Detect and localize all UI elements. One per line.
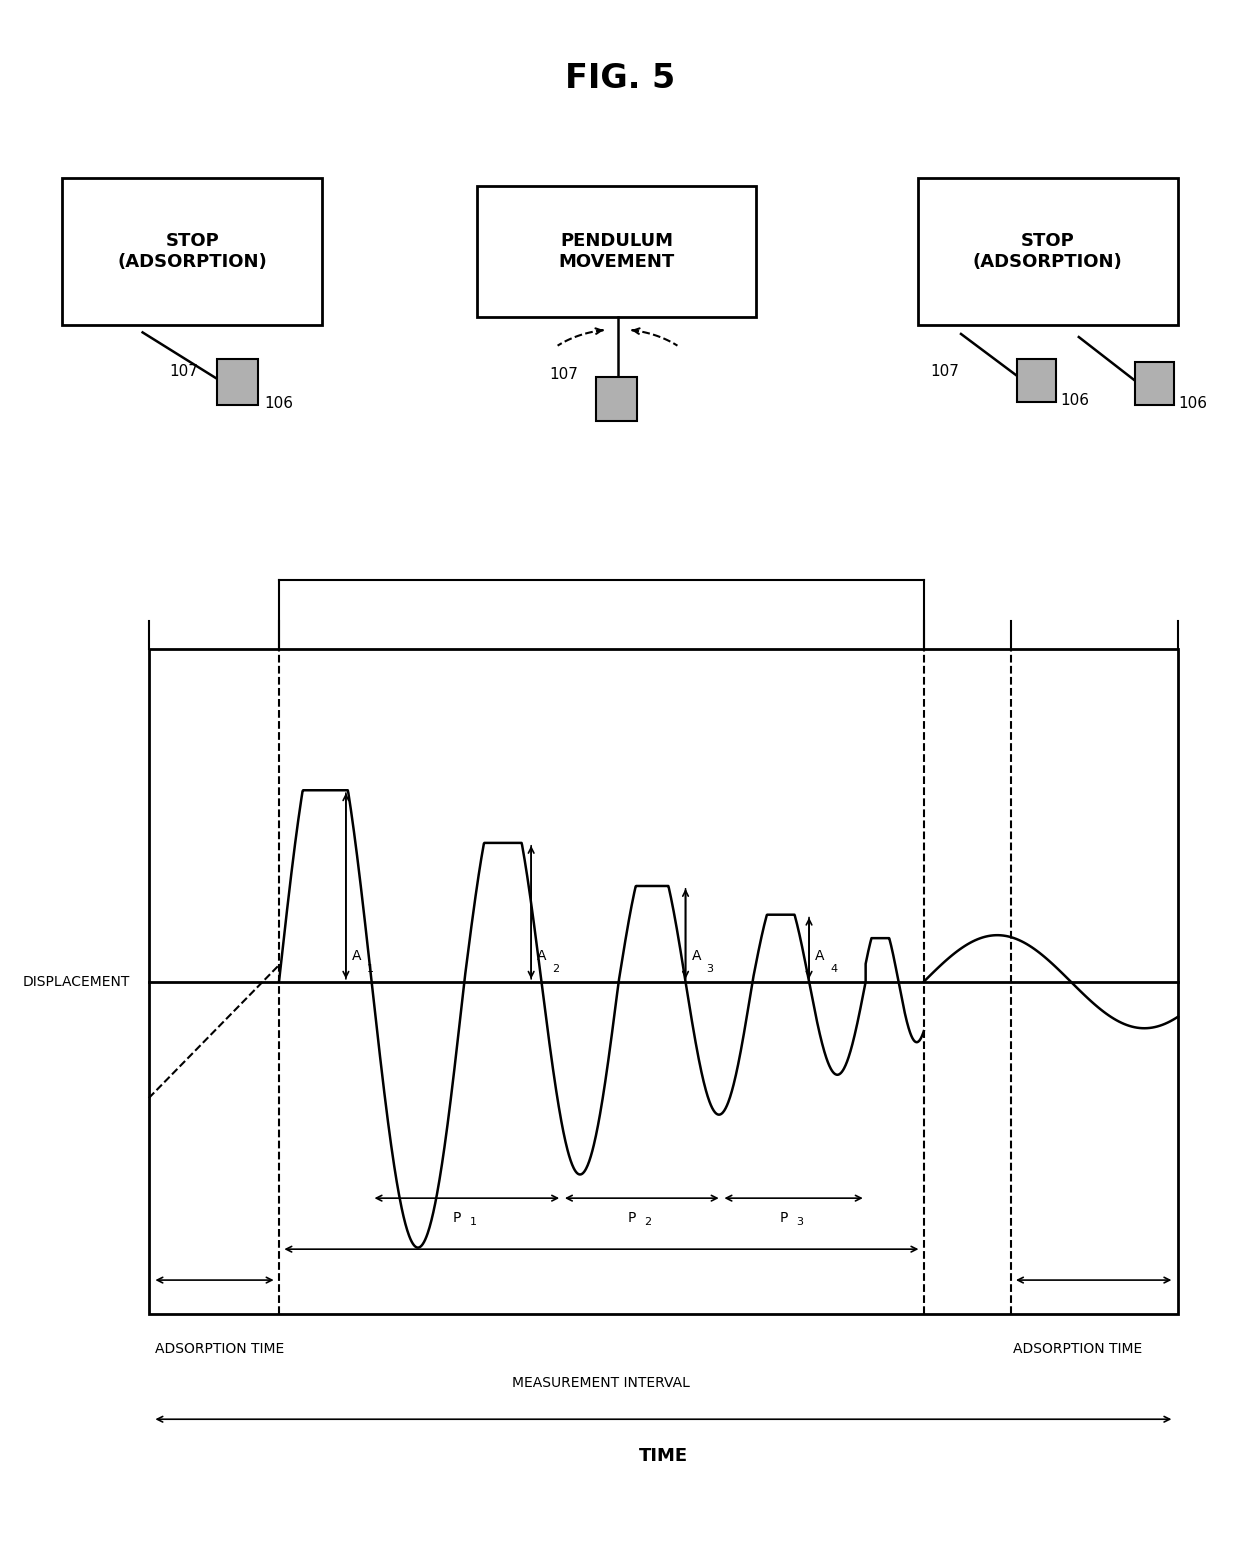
Bar (217, 359, 258, 405)
Bar (62, 178, 322, 325)
Text: FIG. 5: FIG. 5 (565, 62, 675, 94)
Text: DISPLACEMENT: DISPLACEMENT (22, 974, 130, 989)
Text: P: P (780, 1211, 787, 1224)
Text: TIME: TIME (639, 1447, 688, 1466)
Bar (1135, 362, 1174, 405)
Text: 2: 2 (645, 1217, 651, 1226)
Text: A: A (352, 949, 362, 963)
Text: A: A (692, 949, 702, 963)
Bar (477, 186, 756, 317)
Bar (149, 649, 1178, 1314)
Text: P: P (627, 1211, 636, 1224)
Text: 1: 1 (470, 1217, 476, 1226)
Text: P: P (453, 1211, 461, 1224)
Bar (918, 178, 1178, 325)
Text: PENDULUM
MOVEMENT: PENDULUM MOVEMENT (559, 232, 675, 271)
Text: ADSORPTION TIME: ADSORPTION TIME (155, 1342, 284, 1356)
Text: 3: 3 (796, 1217, 804, 1226)
Text: A: A (815, 949, 825, 963)
Text: 1: 1 (367, 965, 374, 974)
Text: MEASUREMENT INTERVAL: MEASUREMENT INTERVAL (512, 1376, 691, 1390)
Text: 3: 3 (707, 965, 713, 974)
Text: ADSORPTION TIME: ADSORPTION TIME (1013, 1342, 1142, 1356)
Text: 107: 107 (169, 363, 198, 379)
Text: 106: 106 (1178, 396, 1207, 411)
Bar (1017, 359, 1056, 402)
Text: 2: 2 (552, 965, 559, 974)
Text: STOP
(ADSORPTION): STOP (ADSORPTION) (118, 232, 267, 271)
Text: 106: 106 (1060, 393, 1089, 408)
Text: 107: 107 (549, 366, 579, 382)
Text: A: A (537, 949, 547, 963)
Text: 106: 106 (264, 396, 293, 411)
Text: 4: 4 (830, 965, 837, 974)
Text: STOP
(ADSORPTION): STOP (ADSORPTION) (973, 232, 1122, 271)
Bar (596, 377, 637, 421)
Text: 107: 107 (930, 363, 960, 379)
